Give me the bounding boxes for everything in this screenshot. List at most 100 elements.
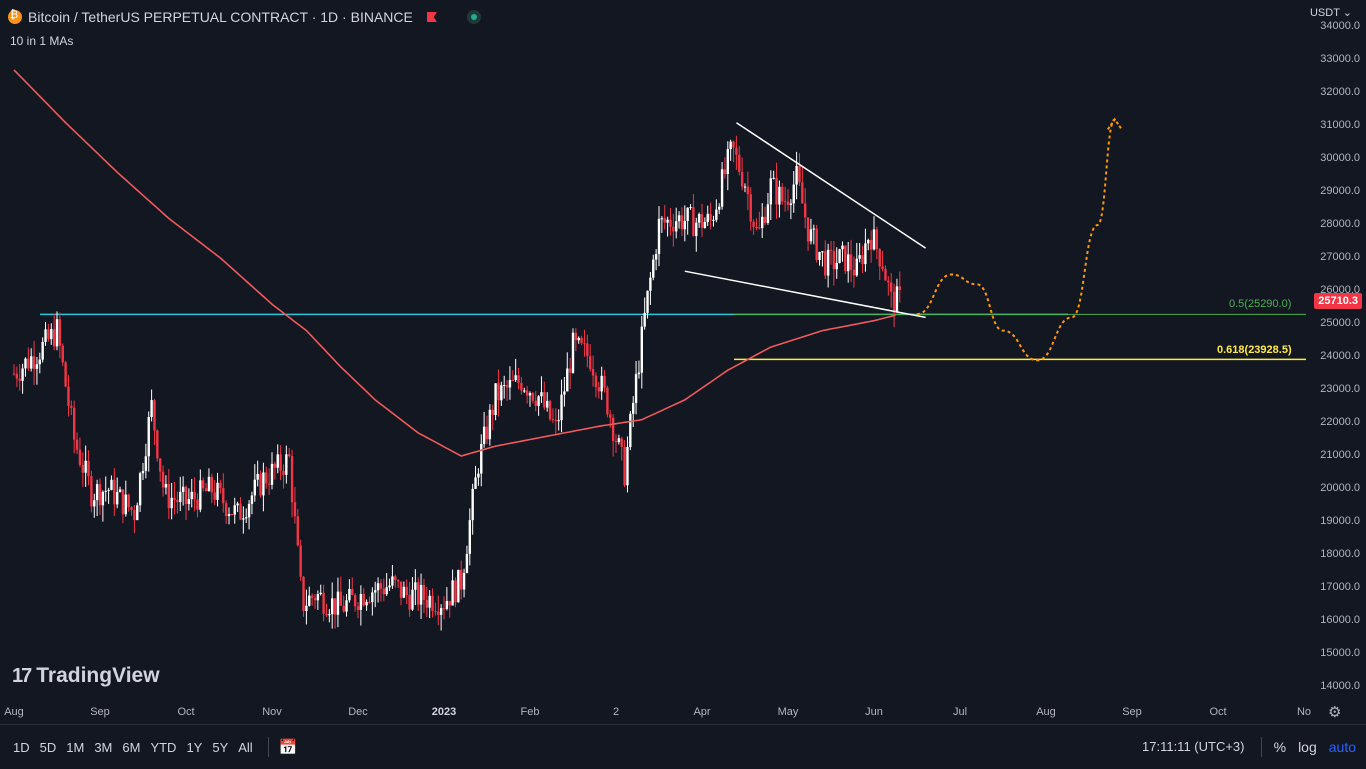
candle-body <box>296 516 299 546</box>
time-tick-label: Oct <box>1209 706 1227 718</box>
price-axis[interactable]: 34000.0 33000.0 32000.0 31000.0 30000.0 29000… <box>1306 0 1366 700</box>
candle-body <box>70 405 73 408</box>
candle-body <box>729 141 732 150</box>
range-button-6m[interactable]: 6M <box>122 739 141 755</box>
candle-body <box>763 216 767 223</box>
price-tick-label: 27000.0 <box>1320 251 1360 263</box>
candle-body <box>775 177 778 205</box>
candle-body <box>769 178 772 205</box>
price-chart[interactable] <box>0 0 1306 700</box>
candle-body <box>697 214 701 223</box>
currency-menu[interactable]: USDT ⌄ <box>1310 6 1352 19</box>
candle-body <box>356 606 360 610</box>
time-axis[interactable]: Aug Sep Oct Nov Dec 2023 Feb 2 Apr May Jun Jul Aug Se… <box>0 700 1311 724</box>
candle-body <box>288 454 291 457</box>
range-button-5y[interactable]: 5Y <box>212 739 229 755</box>
candle-body <box>855 258 858 276</box>
candle-body <box>374 590 377 593</box>
candle-body <box>411 589 414 610</box>
candle-body <box>75 439 79 450</box>
flag-icon[interactable] <box>426 12 437 22</box>
range-button-3m[interactable]: 3M <box>94 739 113 755</box>
candle-body <box>256 473 259 480</box>
price-tick-label: 21000.0 <box>1320 449 1360 461</box>
candle-body <box>789 203 793 205</box>
candle-body <box>663 218 666 223</box>
settings-gear-icon[interactable]: ⚙ <box>1328 704 1342 721</box>
calendar-range-icon[interactable]: 📅 <box>278 739 298 756</box>
symbol-title[interactable]: Bitcoin / TetherUS PERPETUAL CONTRACT · … <box>28 9 413 25</box>
range-button-1d[interactable]: 1D <box>13 739 30 755</box>
candle-body <box>806 217 810 242</box>
auto-scale-button[interactable]: auto <box>1328 739 1356 755</box>
candle-body <box>577 337 580 341</box>
candle-body <box>253 479 256 496</box>
scale-buttons: % log auto <box>1260 737 1356 757</box>
symbol-header[interactable]: Bitcoin / TetherUS PERPETUAL CONTRACT · … <box>8 6 481 28</box>
candle-body <box>184 486 188 504</box>
candle-body <box>331 598 334 615</box>
currency-label: USDT <box>1309 7 1340 19</box>
candle-body <box>121 489 125 515</box>
candle-body <box>514 375 517 381</box>
candle-body <box>746 186 750 195</box>
candle-body <box>273 463 277 468</box>
clock[interactable]: 17:11:11 (UTC+3) <box>1142 739 1245 754</box>
current-price-badge: 25710.3 <box>1314 293 1362 309</box>
range-button-1m[interactable]: 1M <box>66 739 85 755</box>
candle-body <box>591 369 595 376</box>
range-button-ytd[interactable]: YTD <box>150 739 177 755</box>
candle-body <box>703 222 707 228</box>
range-button-5d[interactable]: 5D <box>39 739 57 755</box>
candle-body <box>654 254 658 260</box>
price-tick-label: 15000.0 <box>1320 647 1360 659</box>
candle-body <box>173 497 176 500</box>
candle-body <box>726 149 729 175</box>
candle-body <box>24 358 27 369</box>
candle-body <box>98 484 102 506</box>
price-tick-label: 18000.0 <box>1320 548 1360 560</box>
candle-body <box>634 374 638 403</box>
candle-body <box>892 291 896 313</box>
candle-body <box>365 601 368 606</box>
candle-body <box>457 569 460 603</box>
candle-body <box>554 420 557 422</box>
candle-body <box>87 460 90 477</box>
price-tick-label: 30000.0 <box>1320 152 1360 164</box>
time-tick-label: Feb <box>520 706 540 718</box>
candle-body <box>766 204 770 223</box>
candle-body <box>783 201 787 203</box>
candle-body <box>829 249 833 251</box>
candle-body <box>414 582 417 590</box>
percent-scale-button[interactable]: % <box>1273 739 1287 755</box>
candle-body <box>167 483 170 509</box>
candle-body <box>503 385 506 387</box>
candle-body <box>150 400 153 418</box>
candle-body <box>632 402 635 414</box>
chart-area[interactable] <box>0 0 1306 700</box>
log-scale-button[interactable]: log <box>1298 739 1317 755</box>
indicator-legend[interactable]: 10 in 1 MAs <box>10 34 74 48</box>
range-button-all[interactable]: All <box>238 739 253 755</box>
candle-body <box>804 203 807 218</box>
tradingview-logo[interactable]: 17 TradingView <box>12 664 160 688</box>
fib-0618-label: 0.618(23928.5) <box>1217 344 1292 356</box>
candle-body <box>732 141 735 148</box>
candle-body <box>322 592 325 614</box>
candle-body <box>497 383 500 401</box>
candle-body <box>520 382 523 391</box>
wedge-upper-trendline <box>735 122 927 249</box>
candle-body <box>437 611 440 615</box>
candle-body <box>325 613 328 616</box>
candle-body <box>695 222 698 237</box>
candle-body <box>47 329 50 340</box>
candle-body <box>546 400 549 408</box>
candle-body <box>302 576 305 612</box>
candle-body <box>336 591 340 615</box>
range-button-1y[interactable]: 1Y <box>186 739 203 755</box>
candle-body <box>795 165 798 185</box>
divider <box>267 737 269 757</box>
candle-body <box>738 154 741 172</box>
candle-body <box>207 476 211 492</box>
candle-body <box>144 456 148 471</box>
